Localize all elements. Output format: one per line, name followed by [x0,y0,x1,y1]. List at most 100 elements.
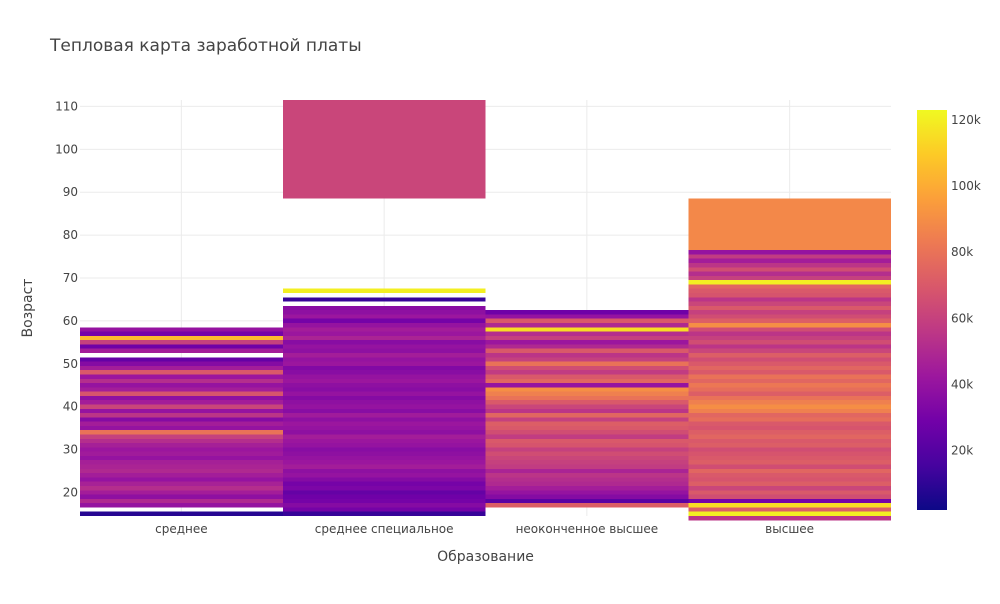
heatmap-cell [282,503,486,508]
heatmap-cell [688,323,891,328]
heatmap-cell [282,413,486,418]
heatmap-cell [688,271,891,276]
heatmap-cell [688,318,891,324]
heatmap-cell [688,447,891,452]
heatmap-cell [80,357,283,362]
heatmap-cell [282,481,486,486]
heatmap-cell [688,421,891,426]
heatmap-cell [80,511,283,516]
heatmap-cell [282,421,486,426]
heatmap-cell [282,348,486,354]
heatmap-cell [485,477,689,482]
heatmap-cell [282,357,486,362]
heatmap-cell [688,464,891,469]
heatmap-cell [485,318,689,324]
heatmap-cell [485,404,689,409]
heatmap-cell [282,425,486,431]
heatmap-cell [80,430,283,435]
heatmap-cell [80,335,283,341]
heatmap-cell [282,314,486,319]
heatmap-cell [688,357,891,362]
heatmap-cell [688,395,891,401]
heatmap-cell [80,404,283,409]
y-tick-label: 80 [63,228,78,242]
heatmap-cell [80,481,283,486]
heatmap-cell [282,310,486,315]
heatmap-cell [688,468,891,474]
heatmap-cell [282,455,486,461]
heatmap-cell [282,391,486,396]
chart-title: Тепловая карта заработной платы [49,36,362,56]
x-axis-ticks: среднее среднее специальное неоконченное в… [155,522,814,536]
heatmap-cell [688,275,891,281]
heatmap-cell [688,400,891,405]
heatmap-cell [485,417,689,422]
heatmap-cell [80,331,283,336]
heatmap-cell [282,494,486,499]
heatmap-cell [688,301,891,306]
heatmap-cell [282,327,486,332]
heatmap-cell [485,425,689,431]
heatmap-cell [688,374,891,379]
heatmap-cell [80,464,283,469]
heatmap-cell [282,335,486,341]
heatmap-cell [485,374,689,379]
heatmap-cell [688,284,891,289]
colorbar-tick-label: 80k [951,245,973,259]
heatmap-cell [282,305,486,311]
heatmap-cell [688,250,891,255]
heatmap-cell [688,430,891,435]
heatmap-cell [688,378,891,384]
heatmap-cell [80,413,283,418]
heatmap-cell [485,443,689,448]
heatmap-cell [485,378,689,384]
heatmap-cell [688,404,891,409]
heatmap-cell [688,434,891,439]
x-tick-label: среднее специальное [315,522,454,536]
colorbar-tick-label: 40k [951,377,973,391]
y-tick-label: 70 [63,271,78,285]
heatmap-cell [282,400,486,405]
heatmap-cell [282,498,486,504]
y-axis-ticks: 20 30 40 50 60 70 80 90 100 110 [55,99,78,499]
heatmap-cell [80,468,283,474]
heatmap-cell [688,443,891,448]
heatmap-cell [80,460,283,465]
heatmap-cell [282,378,486,384]
heatmap-cell [80,327,283,332]
heatmap-cell [688,344,891,349]
heatmap-cell [282,511,486,516]
heatmap-cell [688,477,891,482]
heatmap-cell [688,340,891,345]
y-tick-label: 40 [63,400,78,414]
heatmap-cell [282,365,486,371]
heatmap-cell [688,425,891,431]
heatmap-cell [688,490,891,495]
heatmap-cell [485,327,689,332]
x-axis-label: Образование [437,549,534,565]
heatmap-cell [688,481,891,486]
heatmap-cell [688,387,891,392]
heatmap-cell [485,430,689,435]
y-tick-label: 90 [63,185,78,199]
heatmap-cell [80,378,283,384]
heatmap-cell [80,455,283,461]
heatmap-cell [688,353,891,358]
heatmap-cell [688,288,891,293]
heatmap-cell [688,494,891,499]
heatmap-cell [282,387,486,392]
heatmap-cell [688,417,891,422]
heatmap-cell [80,408,283,414]
heatmap-cell [80,485,283,491]
heatmap-cell [80,503,283,508]
heatmap-cell [688,413,891,418]
heatmap-cell [688,438,891,444]
heatmap-cell [80,370,283,375]
heatmap-cell [282,340,486,345]
heatmap-cell [282,447,486,452]
heatmap-cell [282,468,486,474]
heatmap-cell [485,353,689,358]
heatmap-cell [282,507,486,512]
heatmap-cell [282,490,486,495]
